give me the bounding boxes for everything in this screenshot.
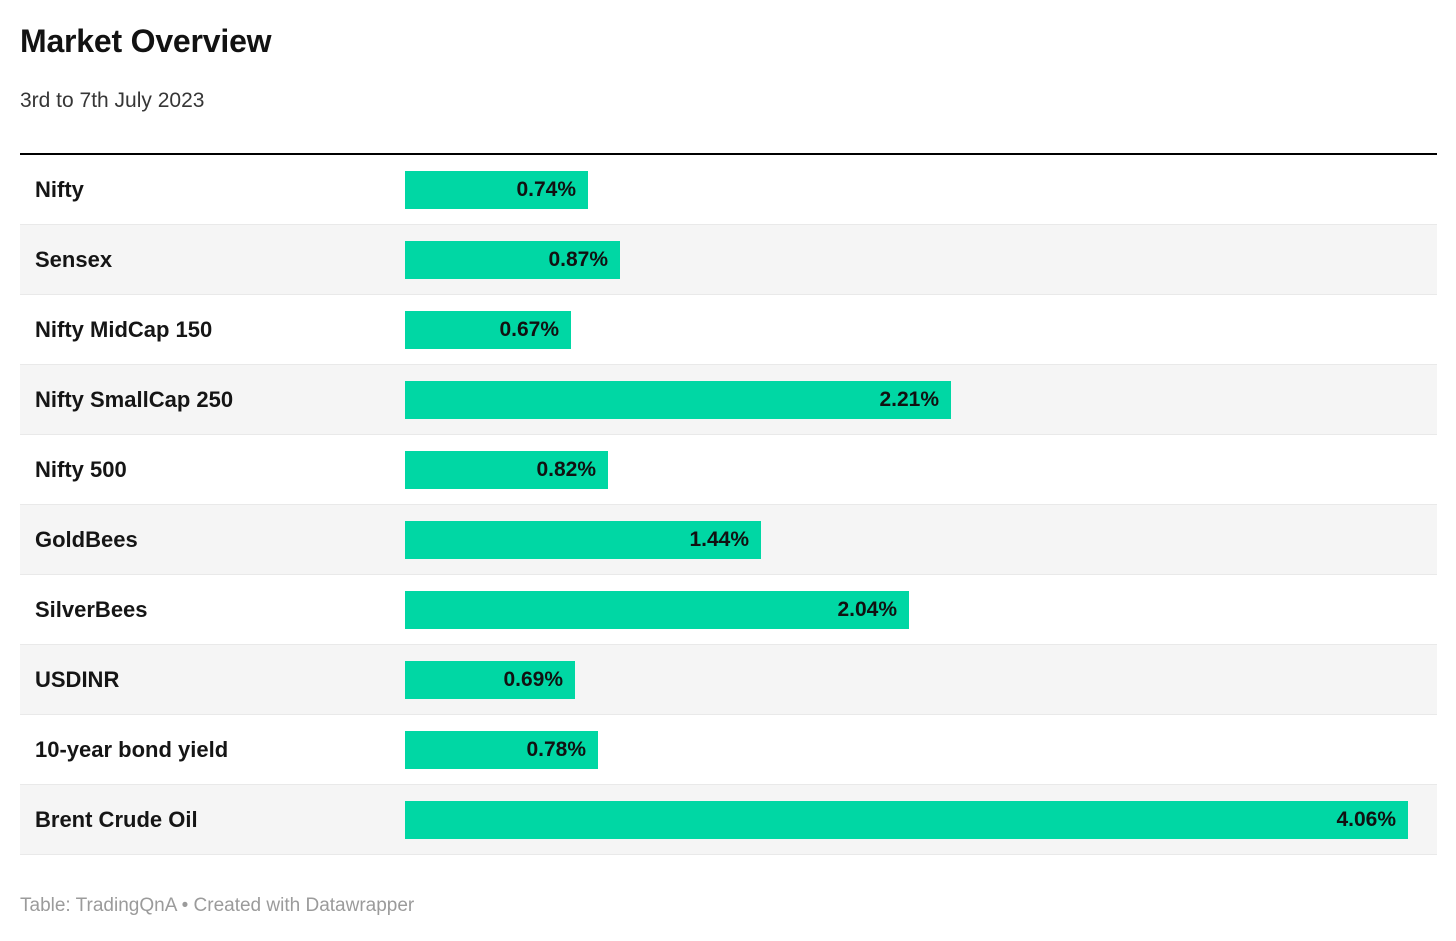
bar-value-label: 2.04% [837,597,897,621]
bar-area: 0.82% [405,450,1437,489]
bar-area: 1.44% [405,520,1437,559]
value-bar: 0.67% [405,310,571,349]
row-label: Sensex [35,246,113,272]
bar-area: 4.06% [405,800,1437,839]
bar-value-label: 0.67% [499,317,559,341]
table-row: 10-year bond yield 0.78% [20,715,1437,785]
row-label: Nifty 500 [35,456,127,482]
row-label: Nifty MidCap 150 [35,316,213,342]
row-label: Nifty [35,176,84,202]
bar-value-label: 0.87% [548,247,608,271]
bar-area: 0.74% [405,170,1437,209]
table-row: Sensex 0.87% [20,225,1437,295]
table-row: Nifty MidCap 150 0.67% [20,295,1437,365]
source-attribution: Table: TradingQnA • Created with Datawra… [20,895,415,916]
row-label: 10-year bond yield [35,736,229,762]
chart-page: Market Overview 3rd to 7th July 2023 Nif… [0,21,1456,941]
bar-value-label: 0.78% [526,737,586,761]
header-divider [20,153,1437,155]
bar-area: 0.67% [405,310,1437,349]
table-row: Nifty 0.74% [20,155,1437,225]
bar-value-label: 2.21% [879,387,939,411]
table-row: Nifty 500 0.82% [20,435,1437,505]
table-row: SilverBees 2.04% [20,575,1437,645]
bar-value-label: 1.44% [689,527,749,551]
value-bar: 0.74% [405,170,588,209]
value-bar: 0.82% [405,450,608,489]
bar-value-label: 0.74% [516,177,576,201]
bar-area: 2.21% [405,380,1437,419]
table-row: USDINR 0.69% [20,645,1437,715]
value-bar: 4.06% [405,800,1408,839]
chart-subtitle: 3rd to 7th July 2023 [20,89,205,112]
chart-title: Market Overview [20,23,272,59]
bar-area: 2.04% [405,590,1437,629]
value-bar: 2.21% [405,380,951,419]
bar-value-label: 0.82% [536,457,596,481]
bar-area: 0.87% [405,240,1437,279]
value-bar: 0.78% [405,730,598,769]
value-bar: 0.69% [405,660,575,699]
row-label: Brent Crude Oil [35,806,198,832]
bar-area: 0.69% [405,660,1437,699]
row-label: USDINR [35,666,120,692]
table-row: GoldBees 1.44% [20,505,1437,575]
bar-area: 0.78% [405,730,1437,769]
value-bar: 2.04% [405,590,909,629]
table-row: Nifty SmallCap 250 2.21% [20,365,1437,435]
row-label: SilverBees [35,596,148,622]
table-row: Brent Crude Oil 4.06% [20,785,1437,855]
value-bar: 0.87% [405,240,620,279]
value-bar: 1.44% [405,520,761,559]
bar-value-label: 0.69% [503,667,563,691]
row-label: Nifty SmallCap 250 [35,386,234,412]
bar-value-label: 4.06% [1336,807,1396,831]
row-label: GoldBees [35,526,138,552]
market-bar-table: Nifty 0.74% Sensex 0.87% Nifty MidCap 15… [20,155,1437,855]
